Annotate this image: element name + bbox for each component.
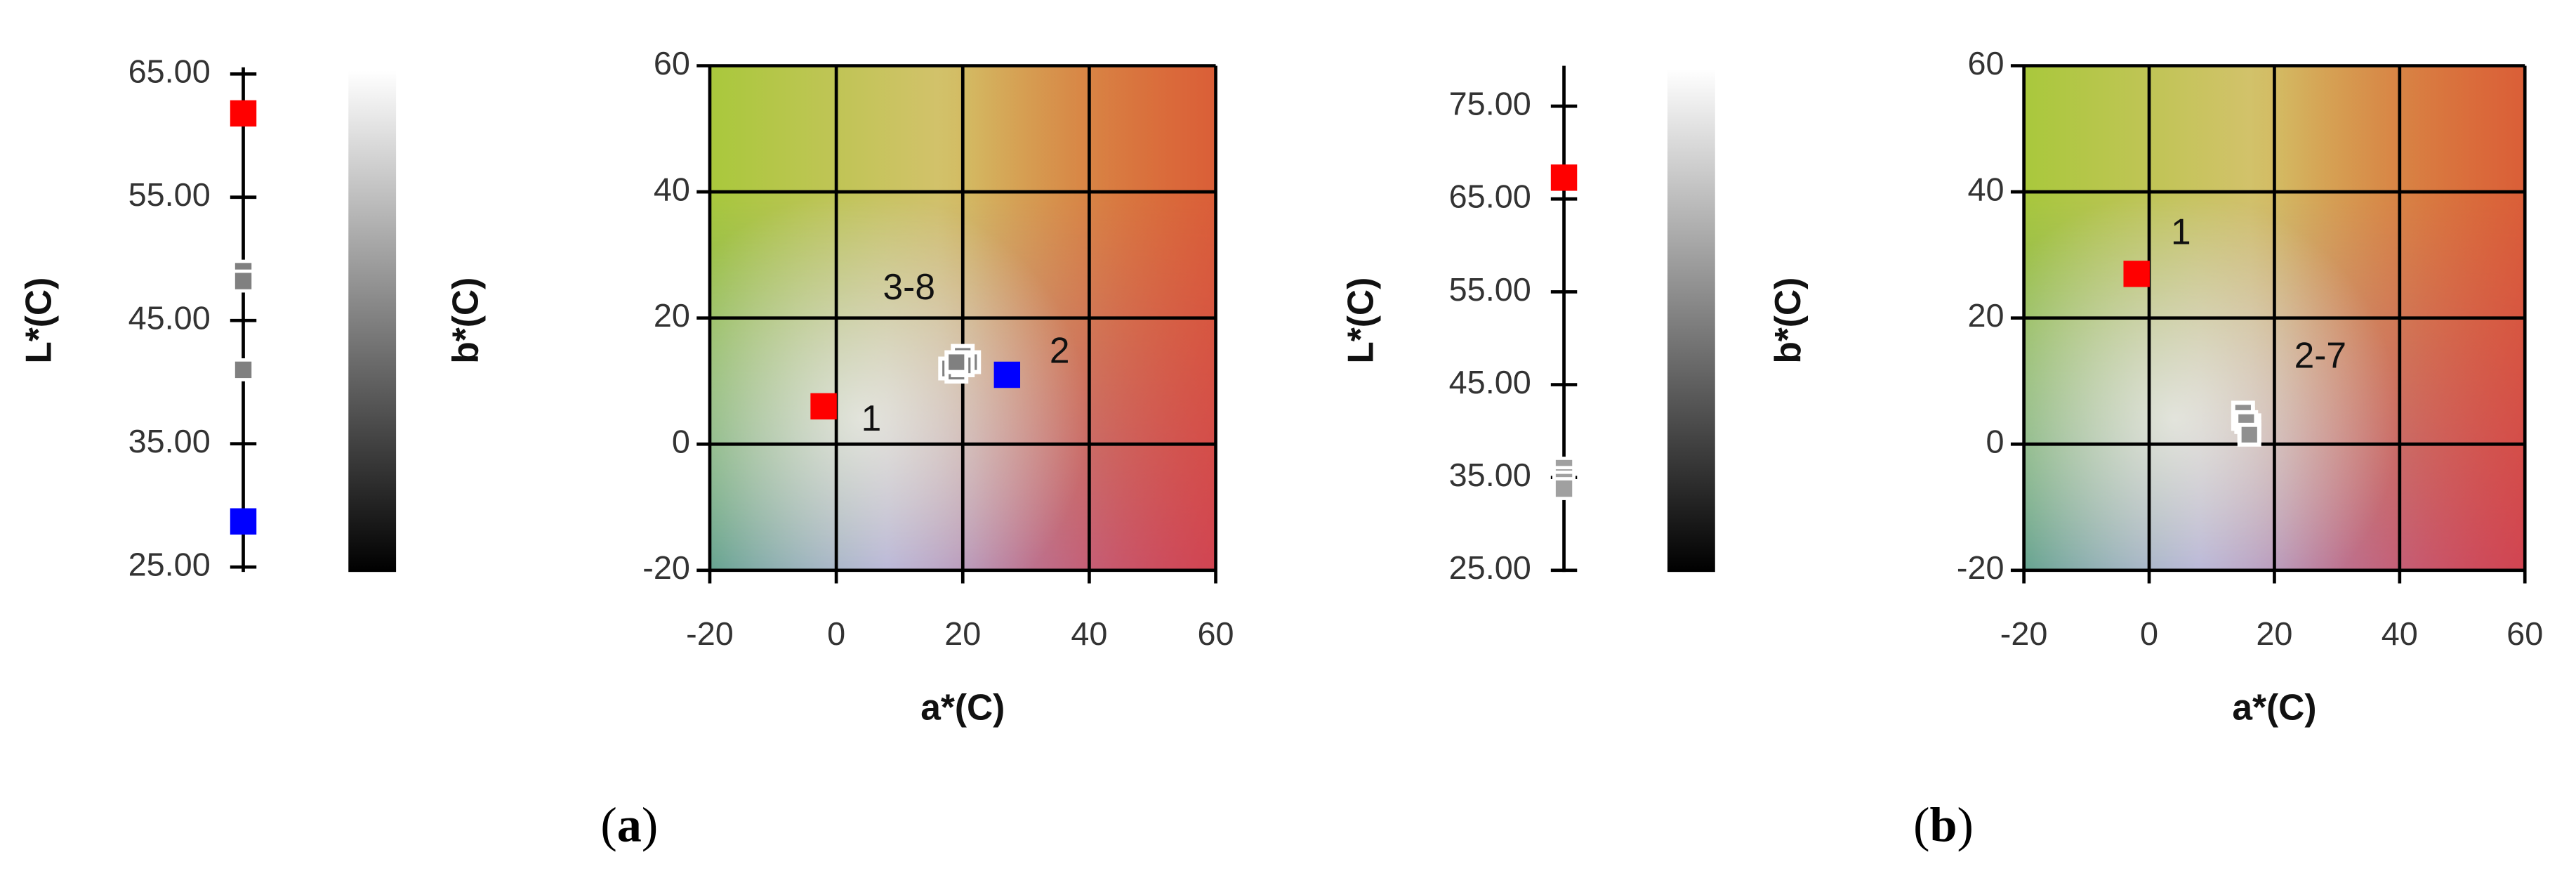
y-tick-label: 75.00 <box>1449 85 1531 122</box>
x-tick-label: 0 <box>827 615 845 652</box>
point <box>2237 422 2261 447</box>
caption-part: ) <box>642 798 658 853</box>
point <box>232 358 255 381</box>
point-label: 2 <box>1050 330 1070 371</box>
x-tick-label: 20 <box>2256 615 2292 652</box>
y-tick-label: 60 <box>1968 45 2004 81</box>
y-tick-label: 40 <box>1968 171 2004 208</box>
point-label: 3-8 <box>883 266 935 307</box>
x-axis-title: a*(C) <box>2232 686 2316 727</box>
y-tick-label: 35.00 <box>128 423 211 459</box>
lightness-bar <box>348 70 397 573</box>
point <box>810 393 837 420</box>
y-tick-label: 60 <box>654 45 690 81</box>
point <box>944 350 969 374</box>
y-tick-label: 0 <box>1986 424 2004 460</box>
axis-title: L*(C) <box>18 277 58 364</box>
y-tick-label: 25.00 <box>128 547 211 583</box>
point <box>1552 477 1576 500</box>
point <box>230 508 257 535</box>
x-axis-title: a*(C) <box>920 686 1005 727</box>
y-axis-title: b*(C) <box>445 277 486 364</box>
x-tick-label: 40 <box>1071 615 1107 652</box>
point <box>232 269 255 293</box>
caption-part: ) <box>1957 798 1974 853</box>
y-tick-label: -20 <box>1957 549 2004 586</box>
y-tick-label: 65.00 <box>128 53 211 90</box>
x-tick-label: 60 <box>2506 615 2543 652</box>
point-label: 1 <box>861 398 882 438</box>
y-tick-label: 40 <box>654 171 690 208</box>
y-tick-label: 65.00 <box>1449 178 1531 215</box>
point-label: 1 <box>2171 211 2191 251</box>
caption-part: b <box>1929 798 1957 853</box>
caption: (a) <box>600 798 658 853</box>
y-tick-label: 0 <box>672 424 690 460</box>
y-tick-label: 20 <box>1968 297 2004 334</box>
point <box>2123 261 2150 287</box>
point-label: 2-7 <box>2294 334 2346 375</box>
lightness-bar <box>1667 69 1715 573</box>
y-tick-label: 45.00 <box>128 300 211 336</box>
axis-title: L*(C) <box>1340 277 1381 364</box>
y-tick-label: 20 <box>654 297 690 334</box>
point <box>993 361 1021 388</box>
caption-part: a <box>617 798 642 853</box>
y-tick-label: 35.00 <box>1449 457 1531 493</box>
x-tick-label: 40 <box>2382 615 2418 652</box>
y-axis-title: b*(C) <box>1767 277 1808 364</box>
y-tick-label: 55.00 <box>128 176 211 213</box>
y-tick-label: -20 <box>642 549 690 586</box>
x-tick-label: 0 <box>2140 615 2158 652</box>
point <box>230 100 257 127</box>
point <box>1550 164 1578 191</box>
x-tick-label: 20 <box>944 615 981 652</box>
x-tick-label: -20 <box>686 615 734 652</box>
caption-part: ( <box>600 798 616 853</box>
x-tick-label: 60 <box>1198 615 1234 652</box>
caption-part: ( <box>1913 798 1929 853</box>
caption: (b) <box>1913 798 1974 853</box>
y-tick-label: 25.00 <box>1449 549 1531 586</box>
y-tick-label: 45.00 <box>1449 364 1531 400</box>
x-tick-label: -20 <box>2000 615 2048 652</box>
y-tick-label: 55.00 <box>1449 271 1531 308</box>
